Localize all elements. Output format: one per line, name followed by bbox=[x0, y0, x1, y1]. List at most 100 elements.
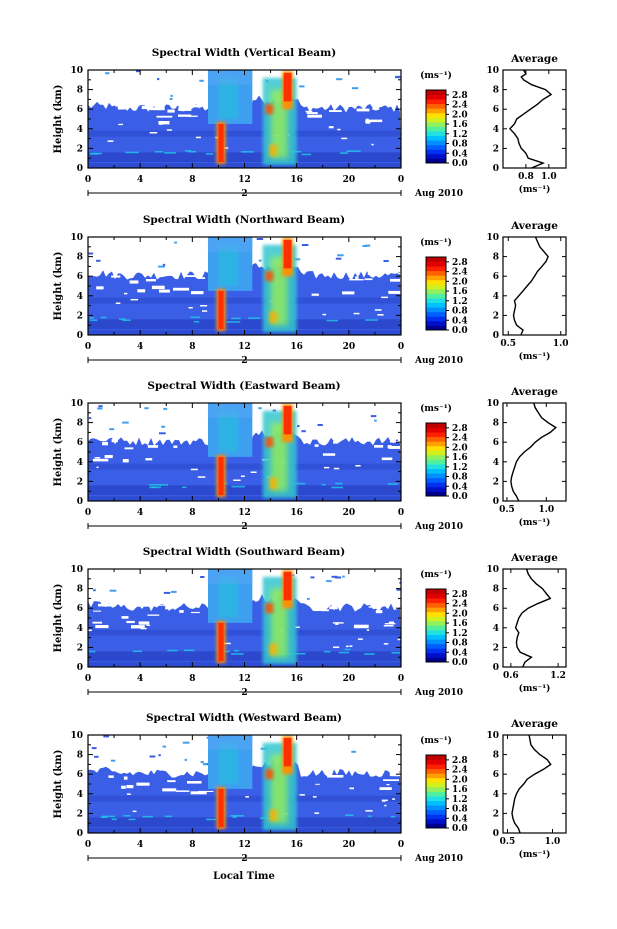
heatmap-speck bbox=[184, 758, 187, 761]
colorbar-swatch bbox=[426, 90, 446, 95]
heatmap-gap bbox=[150, 107, 165, 111]
heatmap-gap bbox=[327, 775, 344, 778]
x-tick-label: 0 bbox=[85, 674, 91, 684]
heatmap-streak bbox=[292, 652, 306, 655]
heatmap-speck bbox=[161, 425, 166, 428]
heatmap-speck bbox=[103, 735, 109, 738]
profile-x-tick-label: 0.5 bbox=[500, 339, 516, 349]
heatmap-gap bbox=[200, 305, 208, 307]
colorbar-swatch bbox=[426, 432, 446, 438]
heatmap-gap bbox=[108, 775, 114, 778]
heatmap-gap bbox=[140, 768, 153, 771]
heatmap-plume-core bbox=[218, 244, 238, 286]
heatmap-gap bbox=[98, 603, 114, 607]
heatmap-streak bbox=[232, 816, 237, 818]
heatmap-streak bbox=[102, 815, 115, 818]
colorbar-tick-label: 1.2 bbox=[452, 130, 468, 140]
heatmap-streak bbox=[324, 650, 331, 653]
heatmap-gap bbox=[166, 129, 172, 131]
colorbar-swatch bbox=[426, 607, 446, 613]
date-day-label: 2 bbox=[241, 189, 247, 199]
profile-y-tick-label: 2 bbox=[493, 477, 499, 487]
heatmap-speck bbox=[200, 761, 204, 764]
panel-title: Spectral Width (Vertical Beam) bbox=[152, 47, 336, 59]
heatmap-streak bbox=[346, 150, 361, 152]
heatmap-gap bbox=[92, 458, 109, 462]
profile-frame bbox=[502, 69, 567, 169]
profile-y-tick-label: 6 bbox=[493, 438, 499, 448]
heatmap bbox=[88, 237, 401, 335]
heatmap-streak bbox=[123, 814, 131, 817]
profile-panel: Average 0 2 4 6 8 10 0.5 1.0 (ms⁻¹) bbox=[486, 718, 567, 860]
heatmap-gap bbox=[178, 114, 192, 117]
heatmap-gap bbox=[146, 624, 151, 626]
colorbar-tick-label: 2.0 bbox=[452, 277, 468, 287]
heatmap-speck bbox=[91, 747, 97, 750]
profile-x-tick-label: 1.2 bbox=[550, 671, 566, 681]
heatmap-low-layer bbox=[88, 319, 401, 330]
heatmap-streak bbox=[331, 486, 343, 489]
heatmap-speck bbox=[162, 263, 166, 266]
heatmap-gap bbox=[329, 110, 342, 112]
colorbar-swatch bbox=[426, 140, 446, 146]
colorbar-swatch bbox=[426, 773, 446, 779]
colorbar-swatch bbox=[426, 639, 446, 645]
heatmap-gap bbox=[250, 471, 257, 473]
heatmap-gap bbox=[178, 107, 192, 111]
heatmap-gap bbox=[202, 310, 208, 312]
heatmap-speck bbox=[109, 428, 115, 431]
heatmap-band bbox=[88, 429, 401, 501]
heatmap-speck bbox=[351, 750, 357, 753]
colorbar-frame bbox=[425, 89, 447, 164]
heatmap-gap bbox=[165, 606, 173, 610]
heatmap-speck bbox=[122, 421, 129, 424]
heatmap-storm-cell bbox=[269, 311, 278, 324]
heatmap-gap bbox=[111, 275, 121, 278]
colorbar-tick-label: 1.6 bbox=[452, 120, 468, 130]
colorbar-swatch bbox=[426, 611, 446, 617]
heatmap-gap bbox=[365, 122, 371, 124]
heatmap-gap bbox=[131, 625, 145, 629]
heatmap-streak bbox=[387, 483, 398, 485]
heatmap-speck bbox=[396, 588, 401, 591]
heatmap-gap bbox=[126, 793, 131, 795]
x-tick-label: 4 bbox=[137, 840, 143, 850]
heatmap-gap bbox=[195, 136, 201, 139]
heatmap-speck bbox=[310, 576, 315, 579]
colorbar-tick-label: 1.2 bbox=[452, 463, 468, 473]
heatmap bbox=[88, 403, 401, 501]
heatmap-gap bbox=[115, 302, 121, 304]
heatmap-low-layer bbox=[88, 152, 401, 163]
colorbar-swatch bbox=[426, 454, 446, 460]
colorbar-frame bbox=[425, 588, 447, 663]
heatmap-gap bbox=[373, 772, 385, 774]
heatmap-speck bbox=[256, 238, 264, 240]
colorbar-swatch bbox=[426, 112, 446, 118]
heatmap-gap bbox=[367, 272, 381, 275]
heatmap-gap bbox=[383, 625, 394, 627]
colorbar-swatch bbox=[426, 284, 446, 290]
heatmap-streak bbox=[182, 486, 187, 489]
heatmap-streak bbox=[89, 317, 94, 319]
heatmap-gap bbox=[374, 445, 384, 448]
heatmap-plume-top bbox=[207, 237, 253, 252]
colorbar-unit: (ms⁻¹) bbox=[420, 70, 452, 81]
heatmap-streak bbox=[89, 319, 98, 322]
profile-y-tick-label: 0 bbox=[493, 331, 499, 341]
heatmap-speck bbox=[144, 407, 149, 410]
x-tick-label: 0 bbox=[398, 674, 404, 684]
heatmap-rain-core bbox=[218, 123, 224, 163]
heatmap-storm-cell bbox=[265, 104, 274, 115]
profile-x-tick-label: 0.8 bbox=[518, 172, 534, 182]
colorbar-swatch bbox=[426, 441, 446, 447]
heatmap-streak bbox=[240, 151, 254, 153]
colorbar-tick-label: 1.6 bbox=[452, 453, 468, 463]
heatmap-speck bbox=[159, 432, 166, 435]
colorbar-swatch bbox=[426, 593, 446, 599]
heatmap-gap bbox=[397, 271, 401, 273]
heatmap-gap bbox=[95, 625, 109, 629]
heatmap-speck bbox=[163, 591, 171, 594]
heatmap-streak bbox=[391, 651, 400, 654]
heatmap-gap bbox=[312, 796, 317, 798]
date-day-label: 2 bbox=[241, 522, 247, 532]
